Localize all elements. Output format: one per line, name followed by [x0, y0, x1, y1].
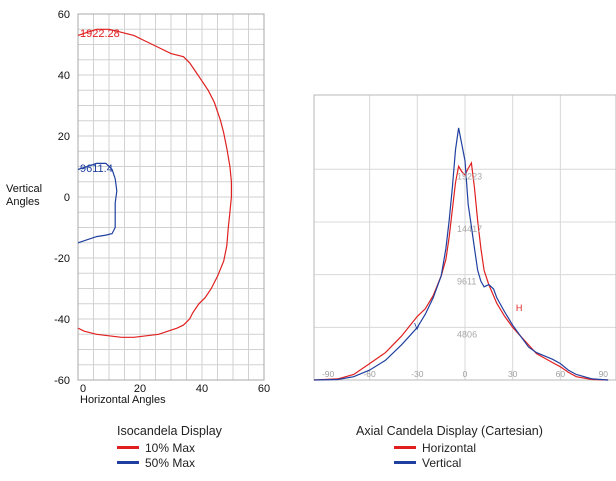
isocandela-chart: 60 40 20 0 -20 -40 -60 0 20 40 60 1922.28 9611.4 V… [6, 9, 270, 406]
series-line-10-max [77, 28, 232, 338]
series-line-horizontal [313, 161, 609, 381]
axial-x-tick-label: -30 [411, 369, 424, 379]
legend-item-vertical: Vertical [356, 455, 543, 470]
y-tick-label: -20 [54, 253, 70, 265]
x-tick-label: 0 [80, 383, 86, 395]
axial-x-tick-label: -90 [322, 369, 335, 379]
series-marker-h: H [516, 303, 523, 313]
axial-y-tick-label: 14417 [457, 224, 482, 234]
axial-plot-border [313, 94, 616, 381]
axial-series-group [313, 127, 609, 381]
axial-x-tick-labels: -90 -60 -30 0 30 60 90 [322, 369, 608, 379]
isocandela-legend-title: Isocandela Display [117, 424, 222, 438]
axial-legend-title: Axial Candela Display (Cartesian) [356, 424, 543, 438]
y-tick-label: 0 [64, 192, 70, 204]
series-line-50-max [77, 162, 118, 244]
axial-candela-chart: 19223 14417 9611 4806 -90 -60 -30 0 30 60 90 H V [313, 94, 616, 381]
axial-x-tick-label: 0 [463, 369, 468, 379]
isocandela-plot-border [77, 13, 265, 381]
legend-label-horizontal: Horizontal [422, 440, 477, 455]
x-axis-title: Horizontal Angles [80, 394, 166, 406]
axial-x-tick-label: 60 [556, 369, 566, 379]
legend-item-50-max: 50% Max [117, 455, 222, 470]
isocandela-series-group [77, 28, 232, 338]
series-line-vertical [313, 127, 609, 381]
x-tick-label: 20 [134, 383, 146, 395]
axial-legend: Axial Candela Display (Cartesian) Horizo… [356, 424, 543, 470]
legend-swatch-blue [394, 461, 416, 464]
isocandela-grid [77, 13, 265, 381]
isocandela-series-label-10: 1922.28 [80, 28, 120, 40]
y-tick-label: -60 [54, 375, 70, 387]
y-tick-label: 20 [58, 131, 70, 143]
legend-label-10-max: 10% Max [145, 440, 196, 455]
axial-y-tick-label: 4806 [457, 329, 477, 339]
axial-y-tick-label: 19223 [457, 171, 482, 181]
y-tick-label: 40 [58, 70, 70, 82]
legend-swatch-red [394, 446, 416, 449]
isocandela-series-label-50: 9611.4 [80, 163, 113, 175]
y-tick-label: 60 [58, 9, 70, 21]
axial-x-tick-label: -60 [363, 369, 376, 379]
legend-swatch-blue [117, 461, 139, 464]
axial-grid [314, 95, 616, 380]
y-tick-label: -40 [54, 314, 70, 326]
legend-label-vertical: Vertical [422, 455, 462, 470]
series-marker-v: V [414, 322, 420, 332]
axial-y-tick-label: 9611 [457, 277, 476, 287]
axial-x-tick-label: 30 [508, 369, 518, 379]
legend-item-horizontal: Horizontal [356, 440, 543, 455]
isocandela-legend: Isocandela Display 10% Max 50% Max [117, 424, 222, 470]
x-tick-label: 40 [196, 383, 208, 395]
legend-item-10-max: 10% Max [117, 440, 222, 455]
y-axis-title-line-2: Angles [6, 196, 40, 208]
legend-swatch-red [117, 446, 139, 449]
legend-label-50-max: 50% Max [145, 455, 196, 470]
axial-y-tick-labels: 19223 14417 9611 4806 [457, 171, 482, 339]
y-axis-title-line-1: Vertical [6, 183, 42, 195]
axial-x-tick-label: 90 [599, 369, 609, 379]
isocandela-tick-labels: 60 40 20 0 -20 -40 -60 0 20 40 60 [54, 9, 270, 395]
x-tick-label: 60 [258, 383, 270, 395]
